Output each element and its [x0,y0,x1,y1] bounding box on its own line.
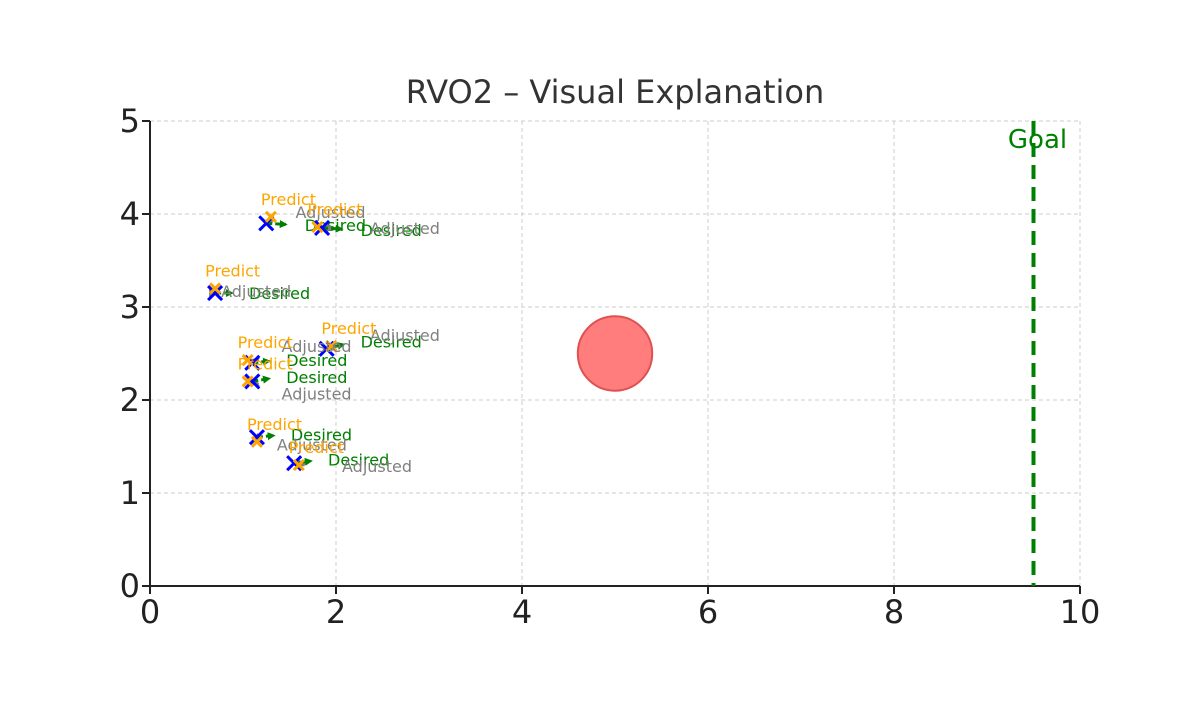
x-tick-label: 2 [326,593,346,631]
adjusted-label: Adjusted [221,282,291,301]
y-tick-label: 3 [120,288,140,326]
adjusted-label: Adjusted [342,457,412,476]
y-tick-label: 0 [120,567,140,605]
x-tick-label: 6 [698,593,718,631]
predicted-label: Predict [307,200,362,219]
predicted-label: Predict [247,415,302,434]
predicted-label: Predict [205,261,260,280]
predicted-label: Predict [289,438,344,457]
y-tick-label: 5 [120,102,140,140]
x-tick-label: 8 [884,593,904,631]
adjusted-label: Adjusted [282,384,352,403]
predicted-label: Predict [321,319,376,338]
predicted-label: Predict [238,333,293,352]
y-tick-label: 4 [120,195,140,233]
marks-layer: GoalDesiredAdjustedPredictDesiredAdjuste… [205,121,1067,586]
x-tick-label: 4 [512,593,532,631]
chart-title: RVO2 – Visual Explanation [406,73,825,111]
x-tick-label: 0 [140,593,160,631]
adjusted-label: Adjusted [370,326,440,345]
y-tick-label: 1 [120,474,140,512]
adjusted-label: Adjusted [370,219,440,238]
x-tick-label: 10 [1060,593,1101,631]
predicted-label: Predict [238,354,293,373]
goal-label: Goal [1008,125,1067,155]
obstacle-circle [578,316,652,390]
y-tick-label: 2 [120,381,140,419]
